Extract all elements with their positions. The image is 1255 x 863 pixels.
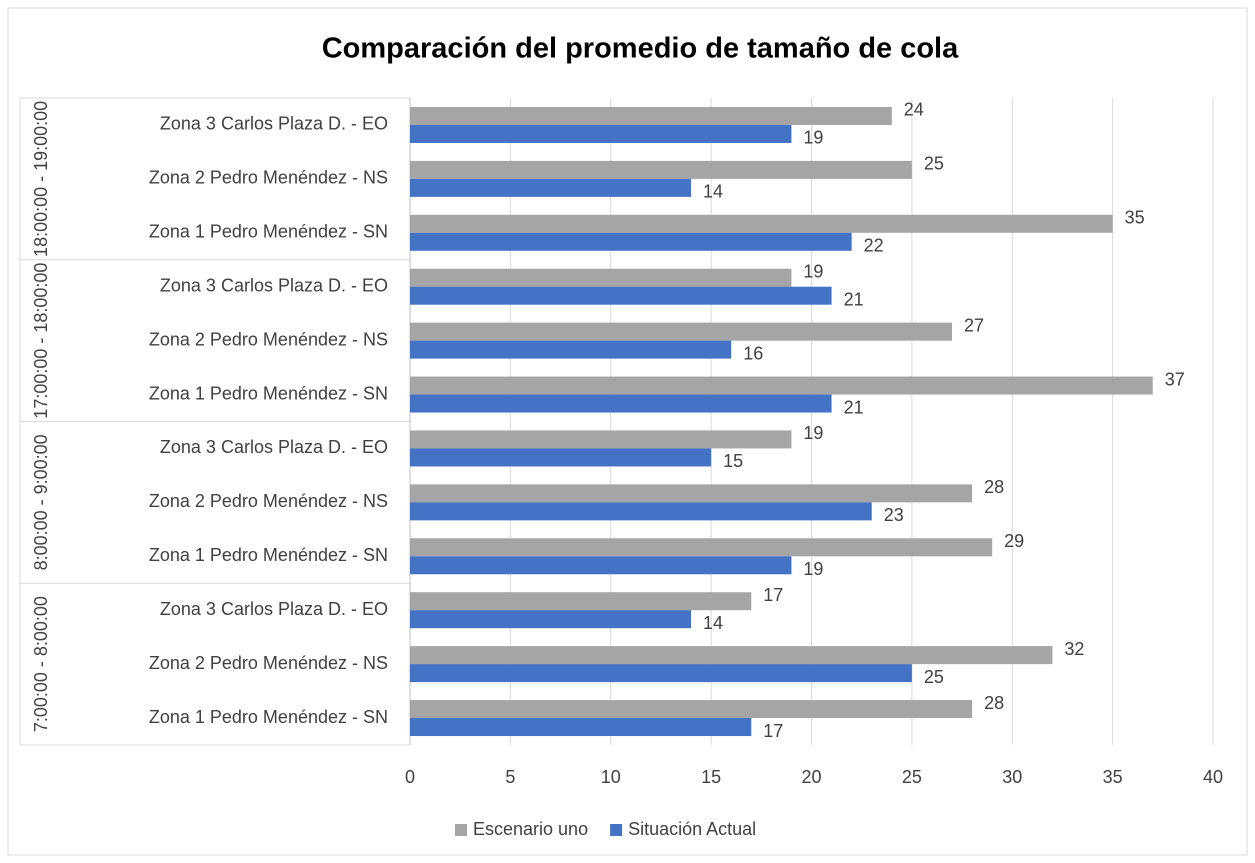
- x-tick-label: 20: [801, 767, 821, 787]
- bar: [410, 430, 792, 449]
- x-tick-label: 30: [1002, 767, 1022, 787]
- data-label: 15: [723, 451, 743, 471]
- data-label: 19: [803, 261, 823, 281]
- data-label: 35: [1125, 208, 1145, 228]
- bar: [410, 484, 973, 503]
- x-tick-label: 0: [405, 767, 415, 787]
- bar: [410, 232, 852, 251]
- bar: [410, 286, 832, 305]
- data-label: 28: [984, 693, 1004, 713]
- bar: [410, 160, 912, 179]
- bar: [410, 538, 993, 557]
- bar: [410, 268, 792, 287]
- bar: [410, 322, 953, 341]
- bar: [410, 124, 792, 143]
- x-tick-label: 25: [902, 767, 922, 787]
- y-tick-label: Zona 1 Pedro Menéndez - SN: [149, 222, 388, 242]
- data-label: 21: [844, 289, 864, 309]
- bar: [410, 610, 692, 629]
- data-label: 24: [904, 100, 924, 120]
- data-label: 27: [964, 315, 984, 335]
- group-label: 7:00:00 - 8:00:00: [31, 596, 51, 732]
- group-label: 17:00:00 - 18:00:00: [31, 263, 51, 419]
- bar: [410, 178, 692, 197]
- y-tick-label: Zona 2 Pedro Menéndez - NS: [149, 329, 388, 349]
- data-label: 23: [884, 505, 904, 525]
- legend-swatch: [610, 824, 623, 836]
- x-tick-label: 5: [505, 767, 515, 787]
- legend-label: Situación Actual: [628, 819, 756, 839]
- data-label: 17: [763, 721, 783, 741]
- data-label: 16: [743, 343, 763, 363]
- data-label: 22: [864, 236, 884, 256]
- data-label: 37: [1165, 369, 1185, 389]
- x-tick-label: 40: [1203, 767, 1223, 787]
- bar: [410, 718, 752, 737]
- y-tick-label: Zona 2 Pedro Menéndez - NS: [149, 491, 388, 511]
- group-label: 8:00:00 - 9:00:00: [31, 434, 51, 570]
- y-tick-label: Zona 3 Carlos Plaza D. - EO: [160, 599, 388, 619]
- bar: [410, 700, 973, 719]
- data-label: 25: [924, 154, 944, 174]
- bar: [410, 502, 872, 521]
- chart-title: Comparación del promedio de tamaño de co…: [322, 33, 959, 65]
- legend-swatch: [455, 824, 467, 836]
- data-label: 21: [844, 397, 864, 417]
- y-tick-label: Zona 3 Carlos Plaza D. - EO: [160, 114, 388, 134]
- x-tick-label: 35: [1103, 767, 1123, 787]
- data-label: 17: [763, 585, 783, 605]
- bar: [410, 592, 752, 611]
- bar: [410, 664, 912, 683]
- data-label: 19: [803, 128, 823, 148]
- legend-label: Escenario uno: [473, 819, 588, 839]
- bar: [410, 556, 792, 575]
- data-label: 32: [1064, 639, 1084, 659]
- y-tick-label: Zona 2 Pedro Menéndez - NS: [149, 653, 388, 673]
- y-tick-label: Zona 3 Carlos Plaza D. - EO: [160, 437, 388, 457]
- data-label: 28: [984, 477, 1004, 497]
- bar: [410, 394, 832, 413]
- y-tick-label: Zona 2 Pedro Menéndez - NS: [149, 168, 388, 188]
- data-label: 29: [1004, 531, 1024, 551]
- data-label: 25: [924, 667, 944, 687]
- data-label: 19: [803, 559, 823, 579]
- data-label: 19: [803, 423, 823, 443]
- bar: [410, 376, 1153, 395]
- y-tick-label: Zona 3 Carlos Plaza D. - EO: [160, 275, 388, 295]
- bar: [410, 214, 1113, 233]
- group-label: 18:00:00 - 19:00:00: [31, 101, 51, 257]
- y-tick-label: Zona 1 Pedro Menéndez - SN: [149, 383, 388, 403]
- bar: [410, 448, 712, 467]
- x-tick-label: 15: [701, 767, 721, 787]
- data-label: 14: [703, 613, 723, 633]
- y-tick-label: Zona 1 Pedro Menéndez - SN: [149, 545, 388, 565]
- bar: [410, 106, 892, 125]
- x-tick-label: 10: [601, 767, 621, 787]
- data-label: 14: [703, 182, 723, 202]
- y-tick-label: Zona 1 Pedro Menéndez - SN: [149, 707, 388, 727]
- bar: [410, 646, 1053, 665]
- bar: [410, 340, 732, 359]
